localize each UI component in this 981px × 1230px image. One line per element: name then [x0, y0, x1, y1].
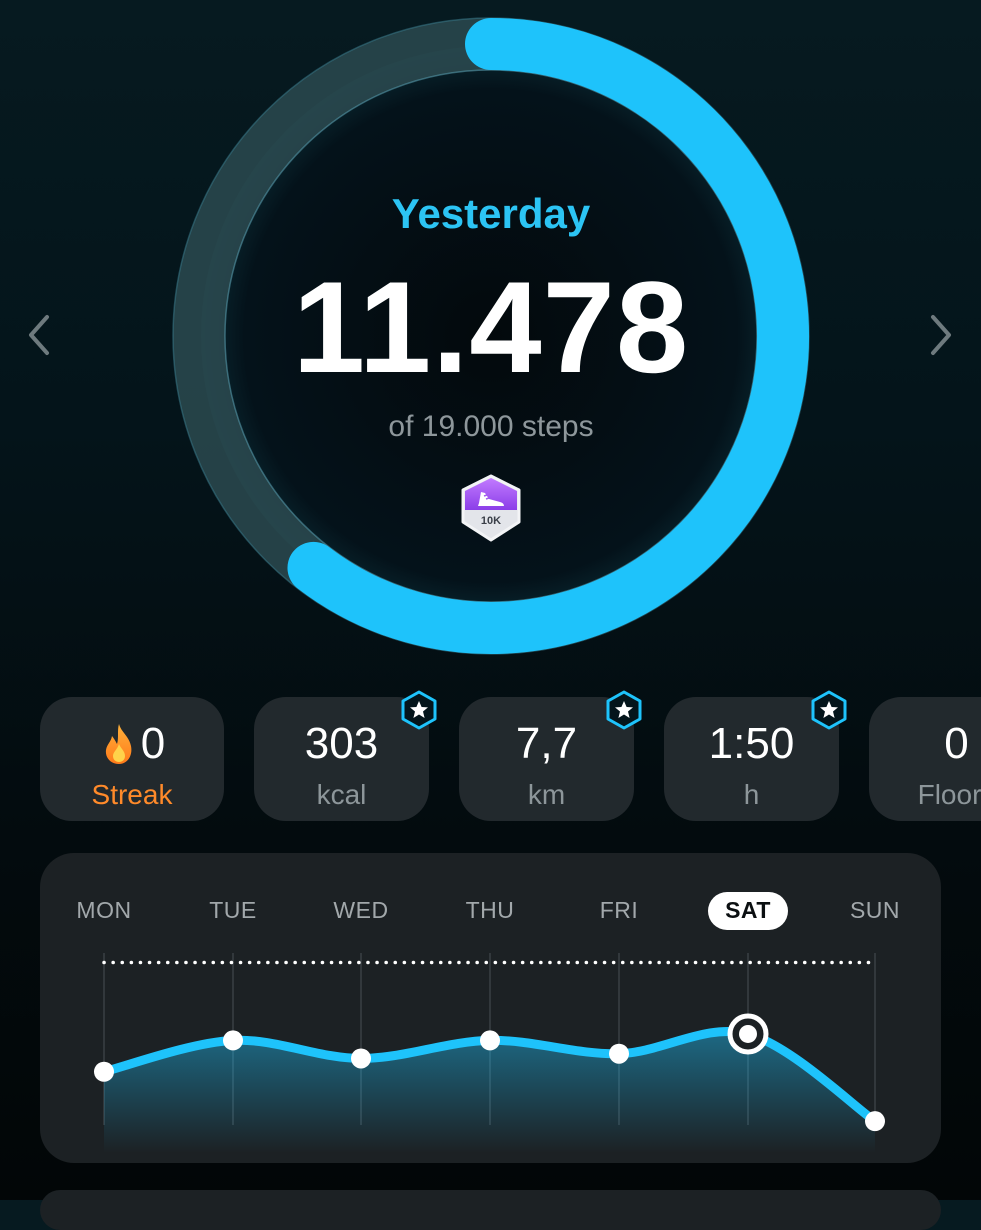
- daily-progress-section: Yesterday 11.478 of 19.000 steps 10K: [15, 17, 965, 655]
- steps-area: [104, 1031, 875, 1153]
- floors-unit: Floors: [917, 779, 981, 810]
- flame-icon: [105, 724, 132, 764]
- stat-card-calories[interactable]: 303 kcal: [254, 697, 429, 821]
- duration-value: 1:50: [708, 719, 795, 768]
- next-day-button[interactable]: [915, 305, 965, 365]
- streak-label: Streak: [91, 779, 173, 810]
- chart-point-sun[interactable]: [865, 1111, 885, 1132]
- weekly-steps-chart: [94, 953, 885, 1153]
- star-badge-icon: [606, 690, 642, 730]
- period-label: Yesterday: [391, 190, 591, 237]
- stat-card-floors[interactable]: 0 Floors: [869, 697, 981, 821]
- duration-unit: h: [743, 779, 760, 810]
- day-label-fri[interactable]: FRI: [599, 897, 639, 923]
- selected-point-center: [739, 1024, 757, 1043]
- day-label-sat[interactable]: SAT: [725, 897, 771, 923]
- chevron-left-icon: [29, 315, 49, 355]
- day-label-thu[interactable]: THU: [465, 897, 515, 923]
- chart-point-thu[interactable]: [480, 1030, 500, 1051]
- badge-shield: [461, 474, 521, 542]
- step-count: 11.478: [292, 254, 690, 400]
- distance-value: 7,7: [515, 719, 578, 768]
- calories-unit: kcal: [316, 779, 367, 810]
- stat-card-duration[interactable]: 1:50 h: [664, 697, 839, 821]
- step-goal: of 19.000 steps: [388, 410, 594, 443]
- previous-day-button[interactable]: [15, 305, 65, 365]
- day-label-tue[interactable]: TUE: [209, 897, 257, 923]
- day-label-sun[interactable]: SUN: [849, 897, 901, 923]
- next-card-peek: [40, 1190, 941, 1230]
- weekly-chart-card: MON TUE WED THU FRI SAT SUN: [40, 853, 941, 1163]
- ring-progress-arc: [287, 18, 809, 654]
- chart-point-fri[interactable]: [609, 1043, 629, 1064]
- chart-points: [94, 1013, 885, 1132]
- achievement-badge[interactable]: 10K: [456, 472, 526, 544]
- chart-point-tue[interactable]: [223, 1030, 243, 1051]
- floors-value: 0: [944, 719, 969, 768]
- streak-value: 0: [140, 719, 166, 768]
- chevron-right-icon: [931, 315, 951, 355]
- calories-value: 303: [304, 719, 379, 768]
- stat-card-streak[interactable]: 0 Streak: [40, 697, 224, 821]
- star-badge-icon: [401, 690, 437, 730]
- stat-card-distance[interactable]: 7,7 km: [459, 697, 634, 821]
- stats-row: 0 Streak 303 kcal 7,7 km 1:50 h 0 Floors: [0, 690, 981, 830]
- distance-unit: km: [527, 779, 566, 810]
- badge-label: 10K: [480, 515, 502, 527]
- day-label-mon[interactable]: MON: [76, 897, 132, 923]
- chart-point-mon[interactable]: [94, 1061, 114, 1082]
- day-label-wed[interactable]: WED: [333, 897, 389, 923]
- sneaker-icon: [478, 492, 504, 506]
- progress-ring: [172, 17, 810, 655]
- chart-point-wed[interactable]: [351, 1048, 371, 1069]
- star-badge-icon: [811, 690, 847, 730]
- ring-inner-disc: [201, 46, 781, 626]
- selected-day-pill: [708, 892, 788, 930]
